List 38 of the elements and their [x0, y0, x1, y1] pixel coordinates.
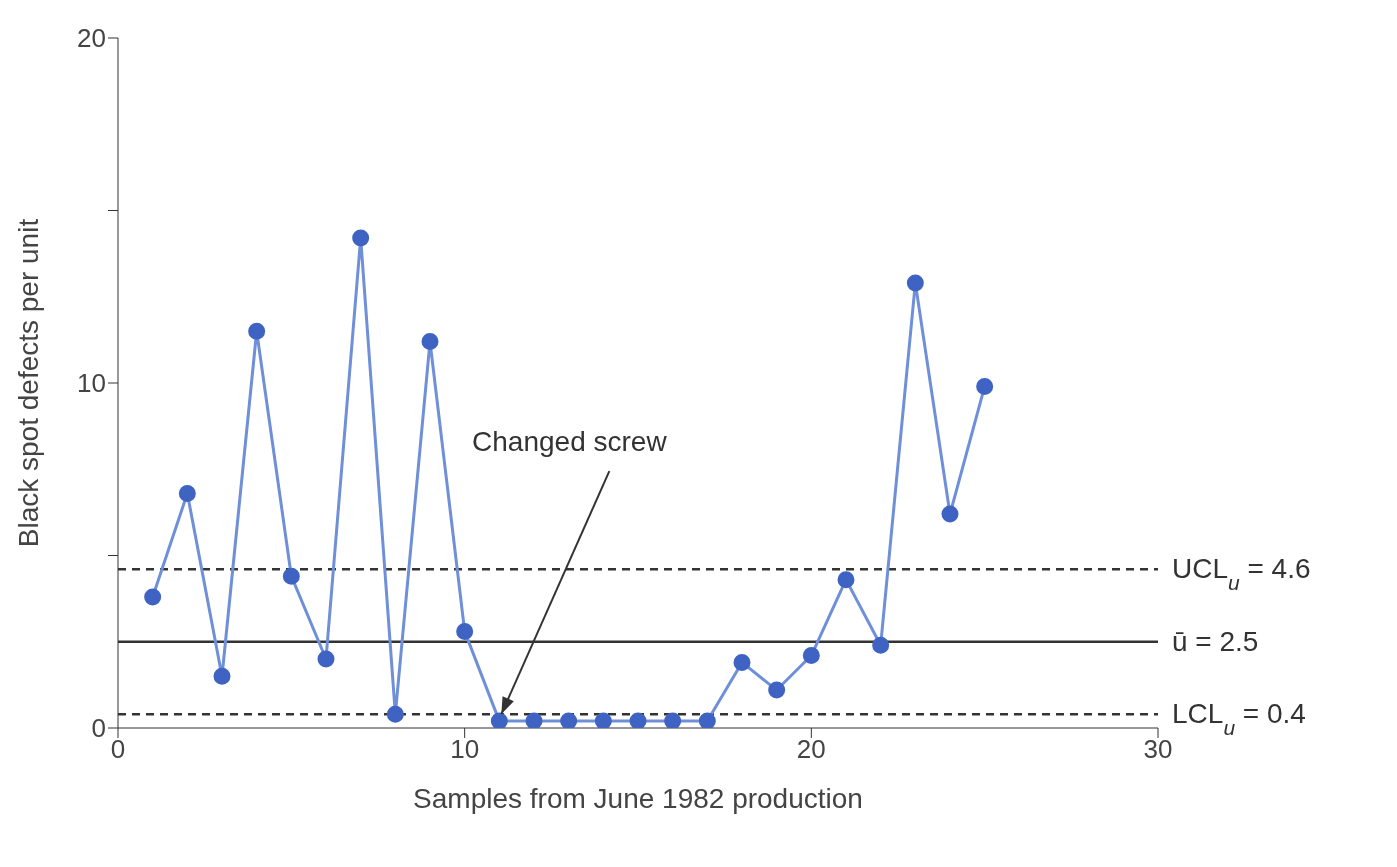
point [906, 274, 924, 292]
y-axis-title: Black spot defects per unit [12, 218, 44, 548]
point [768, 681, 786, 699]
y-tick-label: 10 [77, 368, 106, 399]
x-axis-title: Samples from June 1982 production [413, 783, 863, 814]
point [248, 322, 266, 340]
point [733, 653, 751, 671]
point [213, 667, 231, 685]
x-tick-label: 30 [1143, 734, 1173, 765]
y-tick-label: 20 [77, 23, 106, 54]
point [525, 712, 543, 728]
point [698, 712, 716, 728]
annotation: Changed screw [472, 426, 668, 458]
ref-line-label: ū = 2.5 [1172, 625, 1259, 657]
ref-line-label: LCL$_{u}$ = 0.4 [1172, 698, 1306, 739]
point [872, 636, 890, 654]
point [352, 229, 370, 247]
point [629, 712, 647, 728]
point [560, 712, 578, 728]
point [837, 571, 855, 589]
point [282, 567, 300, 585]
point [594, 712, 612, 728]
point [421, 333, 439, 351]
point [386, 705, 404, 723]
ref-line-label: UCL$_{u}$ = 4.6 [1172, 553, 1311, 594]
point [976, 377, 994, 395]
point [144, 588, 162, 606]
point [178, 484, 196, 502]
x-tick-label: 20 [796, 734, 826, 765]
y-tick-label: 0 [91, 713, 106, 744]
point [664, 712, 682, 728]
point [317, 650, 335, 668]
point [802, 647, 820, 665]
x-tick-label: 0 [110, 734, 126, 765]
point [941, 505, 959, 523]
x-tick-label: 10 [450, 734, 480, 765]
point [490, 712, 508, 728]
point [456, 622, 474, 640]
